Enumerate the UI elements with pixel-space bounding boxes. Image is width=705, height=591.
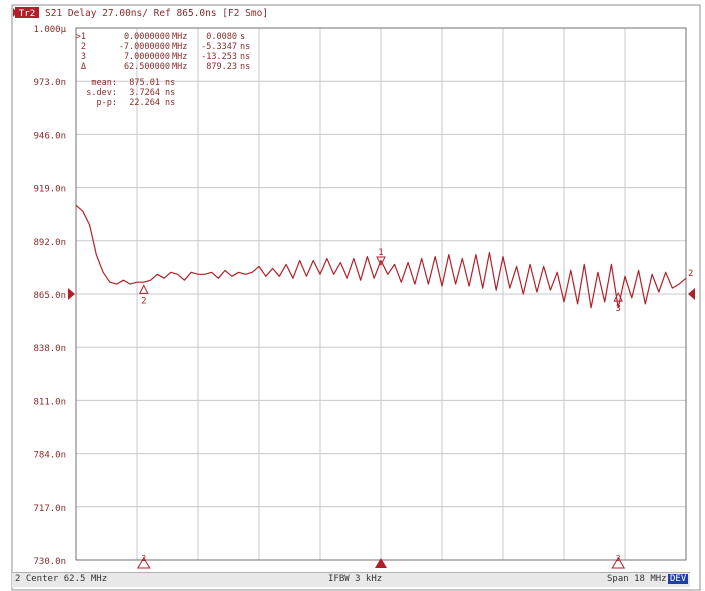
marker-readout-cell: Δ: [81, 62, 86, 72]
statistics-cell: mean:: [91, 78, 117, 88]
marker-1-triangle-icon[interactable]: [376, 256, 386, 267]
marker-3-triangle-icon[interactable]: [613, 291, 624, 302]
trace-info: S21 Delay 27.00ns/ Ref 865.0ns [F2 Smo]: [45, 8, 268, 19]
marker-readout-cell: >1: [76, 32, 86, 42]
marker-2-label: 2: [141, 296, 146, 306]
status-bar: 2 Center 62.5 MHz IFBW 3 kHz Span 18 MHz…: [12, 572, 690, 587]
marker-readout-cell: 3: [81, 52, 86, 62]
marker-readout-cell: 0.0000000: [124, 32, 170, 42]
y-tick-label: 973.0n: [33, 78, 66, 88]
marker-readout-cell: 2: [81, 42, 86, 52]
y-tick-label: 811.0n: [33, 397, 66, 407]
delay-trace: [75, 204, 687, 309]
marker-readout-cell: 62.500000: [124, 62, 170, 72]
marker-readout-cell: ns: [240, 52, 250, 62]
ifbw[interactable]: IFBW 3 kHz: [328, 574, 383, 584]
y-tick-labels: 1.000µ 973.0n 946.0n 919.0n 892.0n 865.0n 838.…: [33, 25, 695, 567]
bottom-marker-label: 3: [616, 554, 621, 563]
y-tick-label: 892.0n: [33, 238, 66, 248]
active-marker-indicator-icon[interactable]: [375, 558, 387, 568]
statistics-cell: 875.01: [129, 78, 160, 88]
bottom-marker-indicator-icon[interactable]: [136, 557, 151, 569]
y-tick-label: 717.0n: [33, 504, 66, 514]
active-trace-arrow-icon: [13, 8, 17, 17]
marker-readout-cell: MHz: [172, 62, 187, 72]
y-tick-label: 919.0n: [33, 185, 66, 195]
center-frequency[interactable]: 2 Center 62.5 MHz: [15, 574, 108, 584]
marker-readout-cell: -7.0000000: [119, 42, 170, 52]
marker-readout-cell: MHz: [172, 32, 187, 42]
marker-2-triangle-icon[interactable]: [138, 284, 149, 294]
statistics-cell: ns: [165, 88, 175, 98]
ref-level-right-arrow-icon[interactable]: [688, 288, 695, 300]
plot-frame: [11, 4, 701, 591]
marker-readout-cell: -5.3347: [201, 42, 237, 52]
trace-layer: 2: [75, 204, 693, 309]
marker-readout-cell: 7.0000000: [124, 52, 170, 62]
dev-badge[interactable]: DEV: [668, 574, 689, 584]
marker-readout-cell: 879.23: [206, 62, 237, 72]
y-tick-label: 784.0n: [33, 451, 66, 461]
y-tick-label: 730.0n: [33, 557, 66, 567]
marker-readout-cell: 0.0080: [206, 32, 237, 42]
marker-3-label: 3: [616, 304, 621, 314]
span-frequency[interactable]: Span 18 MHz: [607, 574, 667, 584]
marker-readout-cell: ns: [240, 42, 250, 52]
marker-readout-cell: MHz: [172, 52, 187, 62]
ref-level-left-arrow-icon[interactable]: [68, 288, 75, 300]
marker-layer: 1 2 3 2 3: [136, 248, 626, 569]
trace-tag[interactable]: Tr2: [19, 9, 35, 19]
marker-1-label: 1: [378, 248, 383, 258]
statistics-cell: 3.7264: [129, 88, 160, 98]
y-tick-label: 865.0n: [33, 291, 66, 301]
marker-readout-cell: MHz: [172, 42, 187, 52]
statistics-cell: ns: [165, 98, 175, 108]
y-tick-label: 1.000µ: [33, 25, 66, 35]
y-tick-label: 838.0n: [33, 344, 66, 354]
marker-readout-cell: ns: [240, 62, 250, 72]
marker-readout-cell: s: [240, 32, 245, 42]
marker-readout-cell: -13.253: [201, 52, 237, 62]
statistics-cell: ns: [165, 78, 175, 88]
bottom-marker-label: 2: [141, 554, 146, 563]
bottom-marker-indicator-icon[interactable]: [611, 557, 626, 569]
statistics-cell: 22.264: [129, 98, 160, 108]
grid: [75, 27, 687, 561]
y-tick-label: 946.0n: [33, 131, 66, 141]
marker-info: >1 0.0000000 MHz 0.0080 s2 -7.0000000 MHz -5.33…: [76, 32, 251, 108]
statistics-cell: s.dev:: [86, 88, 117, 98]
trace-tag-background[interactable]: [15, 7, 39, 18]
trace-number-label: 2: [688, 269, 693, 279]
statistics-cell: p-p:: [97, 98, 117, 108]
